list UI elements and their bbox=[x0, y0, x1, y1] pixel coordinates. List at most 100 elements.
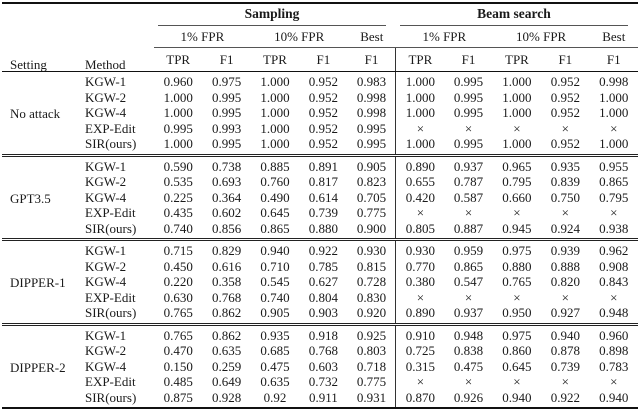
beam-value-cell: 1.000 bbox=[599, 105, 629, 121]
beam-value-cell: 1.000 bbox=[502, 74, 532, 90]
table-row: GPT3.5 KGW-1 0.590 0.738 0.885 0.891 0.905 0.89… bbox=[2, 153, 638, 240]
beam-value-cell: 0.890 bbox=[395, 153, 445, 175]
sampling-value-cell: 0.616 bbox=[211, 258, 242, 274]
beam-value-cell: 0.887 bbox=[453, 220, 484, 236]
sampling-value-cell: 0.259 bbox=[211, 358, 242, 374]
sampling-value-cell: 0.718 bbox=[356, 358, 387, 374]
method-label: KGW-1 bbox=[80, 238, 154, 259]
sampling-value-cell: 0.960 bbox=[163, 74, 193, 90]
beam-value-cell: 0.910 bbox=[395, 322, 445, 344]
sampling-value-cell: 0.225 bbox=[163, 189, 193, 205]
method-label: KGW-1 bbox=[80, 153, 154, 175]
table-row: KGW-2 0.535 0.693 0.760 0.817 0.823 0.655 0.787… bbox=[2, 174, 638, 190]
sampling-value-cell: 0.815 bbox=[356, 258, 387, 274]
header-row-groups: Setting Method Sampling Beam search bbox=[2, 1, 638, 73]
method-label: KGW-1 bbox=[80, 322, 154, 344]
sampling-value-cell: 0.952 bbox=[308, 136, 338, 152]
beam-value-cell: × bbox=[395, 374, 445, 390]
beam-value-cell: 0.838 bbox=[453, 343, 484, 359]
beam-value-cell: 0.927 bbox=[550, 305, 580, 321]
sampling-value-cell: 0.998 bbox=[356, 105, 387, 121]
beam-value-cell: 0.380 bbox=[395, 274, 445, 290]
beam-value-cell: 0.420 bbox=[395, 189, 445, 206]
beam-value-cell: 0.995 bbox=[453, 105, 484, 121]
table-row: KGW-4 0.225 0.364 0.490 0.614 0.705 0.420 0.587… bbox=[2, 189, 638, 206]
sampling-value-cell: 1.000 bbox=[260, 89, 290, 105]
table-header: Setting Method Sampling Beam search 1% F… bbox=[2, 1, 638, 73]
beam-value-cell: 0.765 bbox=[502, 274, 532, 290]
sampling-value-cell: 0.775 bbox=[356, 374, 387, 390]
header-metric-tpr: TPR bbox=[492, 47, 542, 73]
header-subgroup-fpr10: 10% FPR bbox=[492, 26, 590, 49]
beam-value-cell: 0.948 bbox=[599, 305, 629, 321]
beam-value-cell: 0.952 bbox=[550, 136, 580, 152]
table-row: SIR(ours) 1.000 0.995 1.000 0.952 0.995 1.000 0… bbox=[2, 136, 638, 156]
group-label-beam-search: Beam search bbox=[399, 4, 628, 27]
table-row: KGW-4 1.000 0.995 1.000 0.952 0.998 1.000 0.995… bbox=[2, 105, 638, 121]
table-row: DIPPER-1 KGW-1 0.715 0.829 0.940 0.922 0.930 0.… bbox=[2, 238, 638, 325]
beam-value-cell: 0.995 bbox=[453, 74, 484, 90]
sampling-value-cell: 0.817 bbox=[308, 174, 338, 190]
beam-value-cell: 0.995 bbox=[453, 89, 484, 105]
method-label: KGW-1 bbox=[85, 74, 127, 90]
beam-value-cell: 0.975 bbox=[492, 322, 542, 344]
sampling-value-cell: 0.880 bbox=[308, 220, 338, 236]
beam-value-cell: × bbox=[395, 205, 445, 221]
setting-label: GPT3.5 bbox=[2, 153, 80, 240]
sampling-value-cell: 0.768 bbox=[308, 343, 338, 359]
beam-value-cell: 0.645 bbox=[502, 358, 532, 374]
method-label: SIR(ours) bbox=[80, 389, 154, 410]
beam-value-cell: 0.860 bbox=[502, 343, 532, 359]
beam-value-cell: 0.952 bbox=[550, 105, 580, 121]
beam-value-cell: × bbox=[464, 289, 473, 305]
sampling-value-cell: 0.635 bbox=[211, 343, 242, 359]
sampling-value-cell: 0.450 bbox=[163, 258, 193, 274]
beam-value-cell: 1.000 bbox=[502, 89, 532, 105]
beam-value-cell: 0.940 bbox=[541, 322, 590, 344]
setting-label: DIPPER-2 bbox=[2, 322, 80, 410]
table-row: SIR(ours) 0.875 0.928 0.92 0.911 0.931 0.870 0.… bbox=[2, 389, 638, 410]
sampling-value-cell: 0.995 bbox=[211, 89, 242, 105]
header-metric-f1: F1 bbox=[202, 47, 251, 73]
sampling-value-cell: 0.922 bbox=[299, 238, 348, 259]
beam-value-cell: 0.952 bbox=[550, 89, 580, 105]
sampling-value-cell: 1.000 bbox=[260, 105, 290, 121]
method-label: EXP-Edit bbox=[85, 374, 136, 390]
sampling-value-cell: 0.885 bbox=[250, 153, 300, 175]
beam-value-cell: 0.660 bbox=[502, 189, 532, 205]
header-metric-f1: F1 bbox=[444, 47, 493, 73]
sampling-value-cell: 0.603 bbox=[308, 358, 338, 374]
setting-block: DIPPER-2 KGW-1 0.765 0.862 0.935 0.918 0.925 0.… bbox=[2, 322, 638, 410]
sampling-value-cell: 0.738 bbox=[202, 153, 251, 175]
beam-value-cell: 0.960 bbox=[589, 322, 638, 344]
table-row: KGW-4 0.220 0.358 0.545 0.627 0.728 0.380 0.547… bbox=[2, 274, 638, 290]
header-metric-f1: F1 bbox=[589, 47, 638, 73]
method-label: SIR(ours) bbox=[85, 305, 137, 321]
sampling-value-cell: 0.590 bbox=[154, 153, 203, 175]
header-method: Method bbox=[80, 2, 154, 73]
table-row: SIR(ours) 0.765 0.862 0.905 0.903 0.920 0.890 0… bbox=[2, 305, 638, 325]
beam-value-cell: 0.725 bbox=[395, 343, 445, 359]
beam-value-cell: 0.955 bbox=[589, 153, 638, 175]
beam-value-cell: 0.995 bbox=[453, 136, 484, 152]
sampling-value-cell: 0.765 bbox=[154, 322, 203, 344]
sampling-value-cell: 0.983 bbox=[356, 74, 387, 90]
beam-value-cell: × bbox=[395, 289, 445, 306]
sampling-value-cell: 0.891 bbox=[299, 153, 348, 175]
header-row-fpr: 1% FPR 10% FPR Best 1% FPR 10% FPR Best bbox=[2, 26, 638, 49]
method-label: KGW-4 bbox=[85, 105, 127, 121]
sampling-value-cell: 0.765 bbox=[163, 305, 193, 321]
sampling-value-cell: 0.903 bbox=[308, 305, 338, 321]
sampling-value-cell: 0.998 bbox=[356, 89, 387, 105]
beam-value-cell: 0.959 bbox=[444, 238, 493, 259]
sampling-value-cell: 0.930 bbox=[347, 238, 396, 259]
beam-value-cell: 0.924 bbox=[550, 220, 580, 236]
table-row: SIR(ours) 0.740 0.856 0.865 0.880 0.900 0.805 0… bbox=[2, 220, 638, 240]
sampling-value-cell: 0.862 bbox=[211, 305, 242, 321]
beam-value-cell: 1.000 bbox=[395, 71, 445, 90]
sampling-value-cell: 0.92 bbox=[250, 389, 300, 410]
beam-value-cell: 1.000 bbox=[502, 136, 532, 152]
beam-value-cell: 0.739 bbox=[550, 358, 580, 374]
method-label: KGW-2 bbox=[85, 343, 127, 359]
sampling-value-cell: 0.995 bbox=[211, 105, 242, 121]
